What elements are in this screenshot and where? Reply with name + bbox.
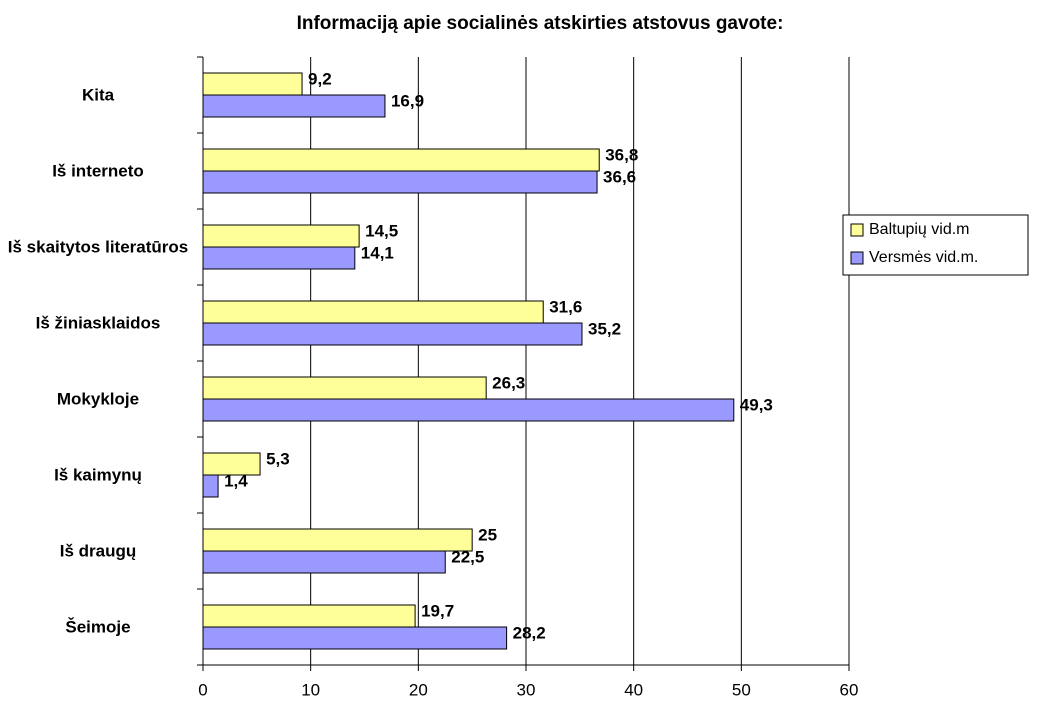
bar	[202, 550, 446, 574]
data-label: 16,9	[391, 91, 424, 110]
data-label: 22,5	[451, 547, 484, 566]
bar	[202, 604, 416, 628]
data-label: 19,7	[421, 601, 454, 620]
y-tick-label: Šeimoje	[65, 617, 131, 637]
bar	[202, 474, 219, 498]
x-tick-label: 20	[409, 680, 428, 699]
data-label: 5,3	[266, 449, 290, 468]
bar	[202, 72, 303, 96]
data-label: 9,2	[308, 69, 332, 88]
data-label: 14,1	[361, 243, 394, 262]
data-label: 31,6	[549, 297, 582, 316]
bar	[202, 246, 356, 270]
data-label: 28,2	[513, 623, 546, 642]
x-tick-label: 50	[732, 680, 751, 699]
legend-label: Baltupių vid.m	[869, 221, 970, 238]
data-label: 1,4	[224, 471, 248, 490]
x-tick-label: 60	[840, 680, 859, 699]
y-tick-label: Iš draugų	[59, 541, 137, 561]
bar	[202, 94, 386, 118]
x-tick-label: 40	[624, 680, 643, 699]
legend-swatch	[850, 223, 864, 237]
bar	[202, 170, 598, 194]
y-tick-label: Mokykloje	[56, 389, 140, 409]
x-tick-label: 30	[517, 680, 536, 699]
y-tick-label: Iš skaitytos literatūros	[7, 237, 189, 257]
bar	[202, 300, 544, 324]
legend-swatch	[850, 251, 864, 265]
data-label: 14,5	[365, 221, 398, 240]
legend-box	[842, 214, 1029, 276]
data-label: 36,6	[603, 167, 636, 186]
bar	[202, 528, 473, 552]
data-label: 36,8	[605, 145, 638, 164]
bar	[202, 148, 600, 172]
y-tick-label: Iš interneto	[52, 161, 144, 181]
chart-title: Informaciją apie socialinės atskirties a…	[297, 13, 784, 34]
bar	[202, 224, 360, 248]
x-tick-label: 0	[198, 680, 207, 699]
data-label: 26,3	[492, 373, 525, 392]
y-tick-label: Kita	[81, 85, 115, 105]
bar	[202, 376, 487, 400]
legend-label: Versmės vid.m.	[869, 249, 978, 266]
bar	[202, 322, 583, 346]
bar	[202, 626, 508, 650]
bar	[202, 452, 261, 476]
y-tick-label: Iš žiniasklaidos	[35, 313, 161, 333]
data-label: 25	[478, 525, 497, 544]
y-tick-label: Iš kaimynų	[54, 465, 142, 485]
x-tick-label: 10	[301, 680, 320, 699]
data-label: 49,3	[740, 395, 773, 414]
bar	[202, 398, 735, 422]
data-label: 35,2	[588, 319, 621, 338]
